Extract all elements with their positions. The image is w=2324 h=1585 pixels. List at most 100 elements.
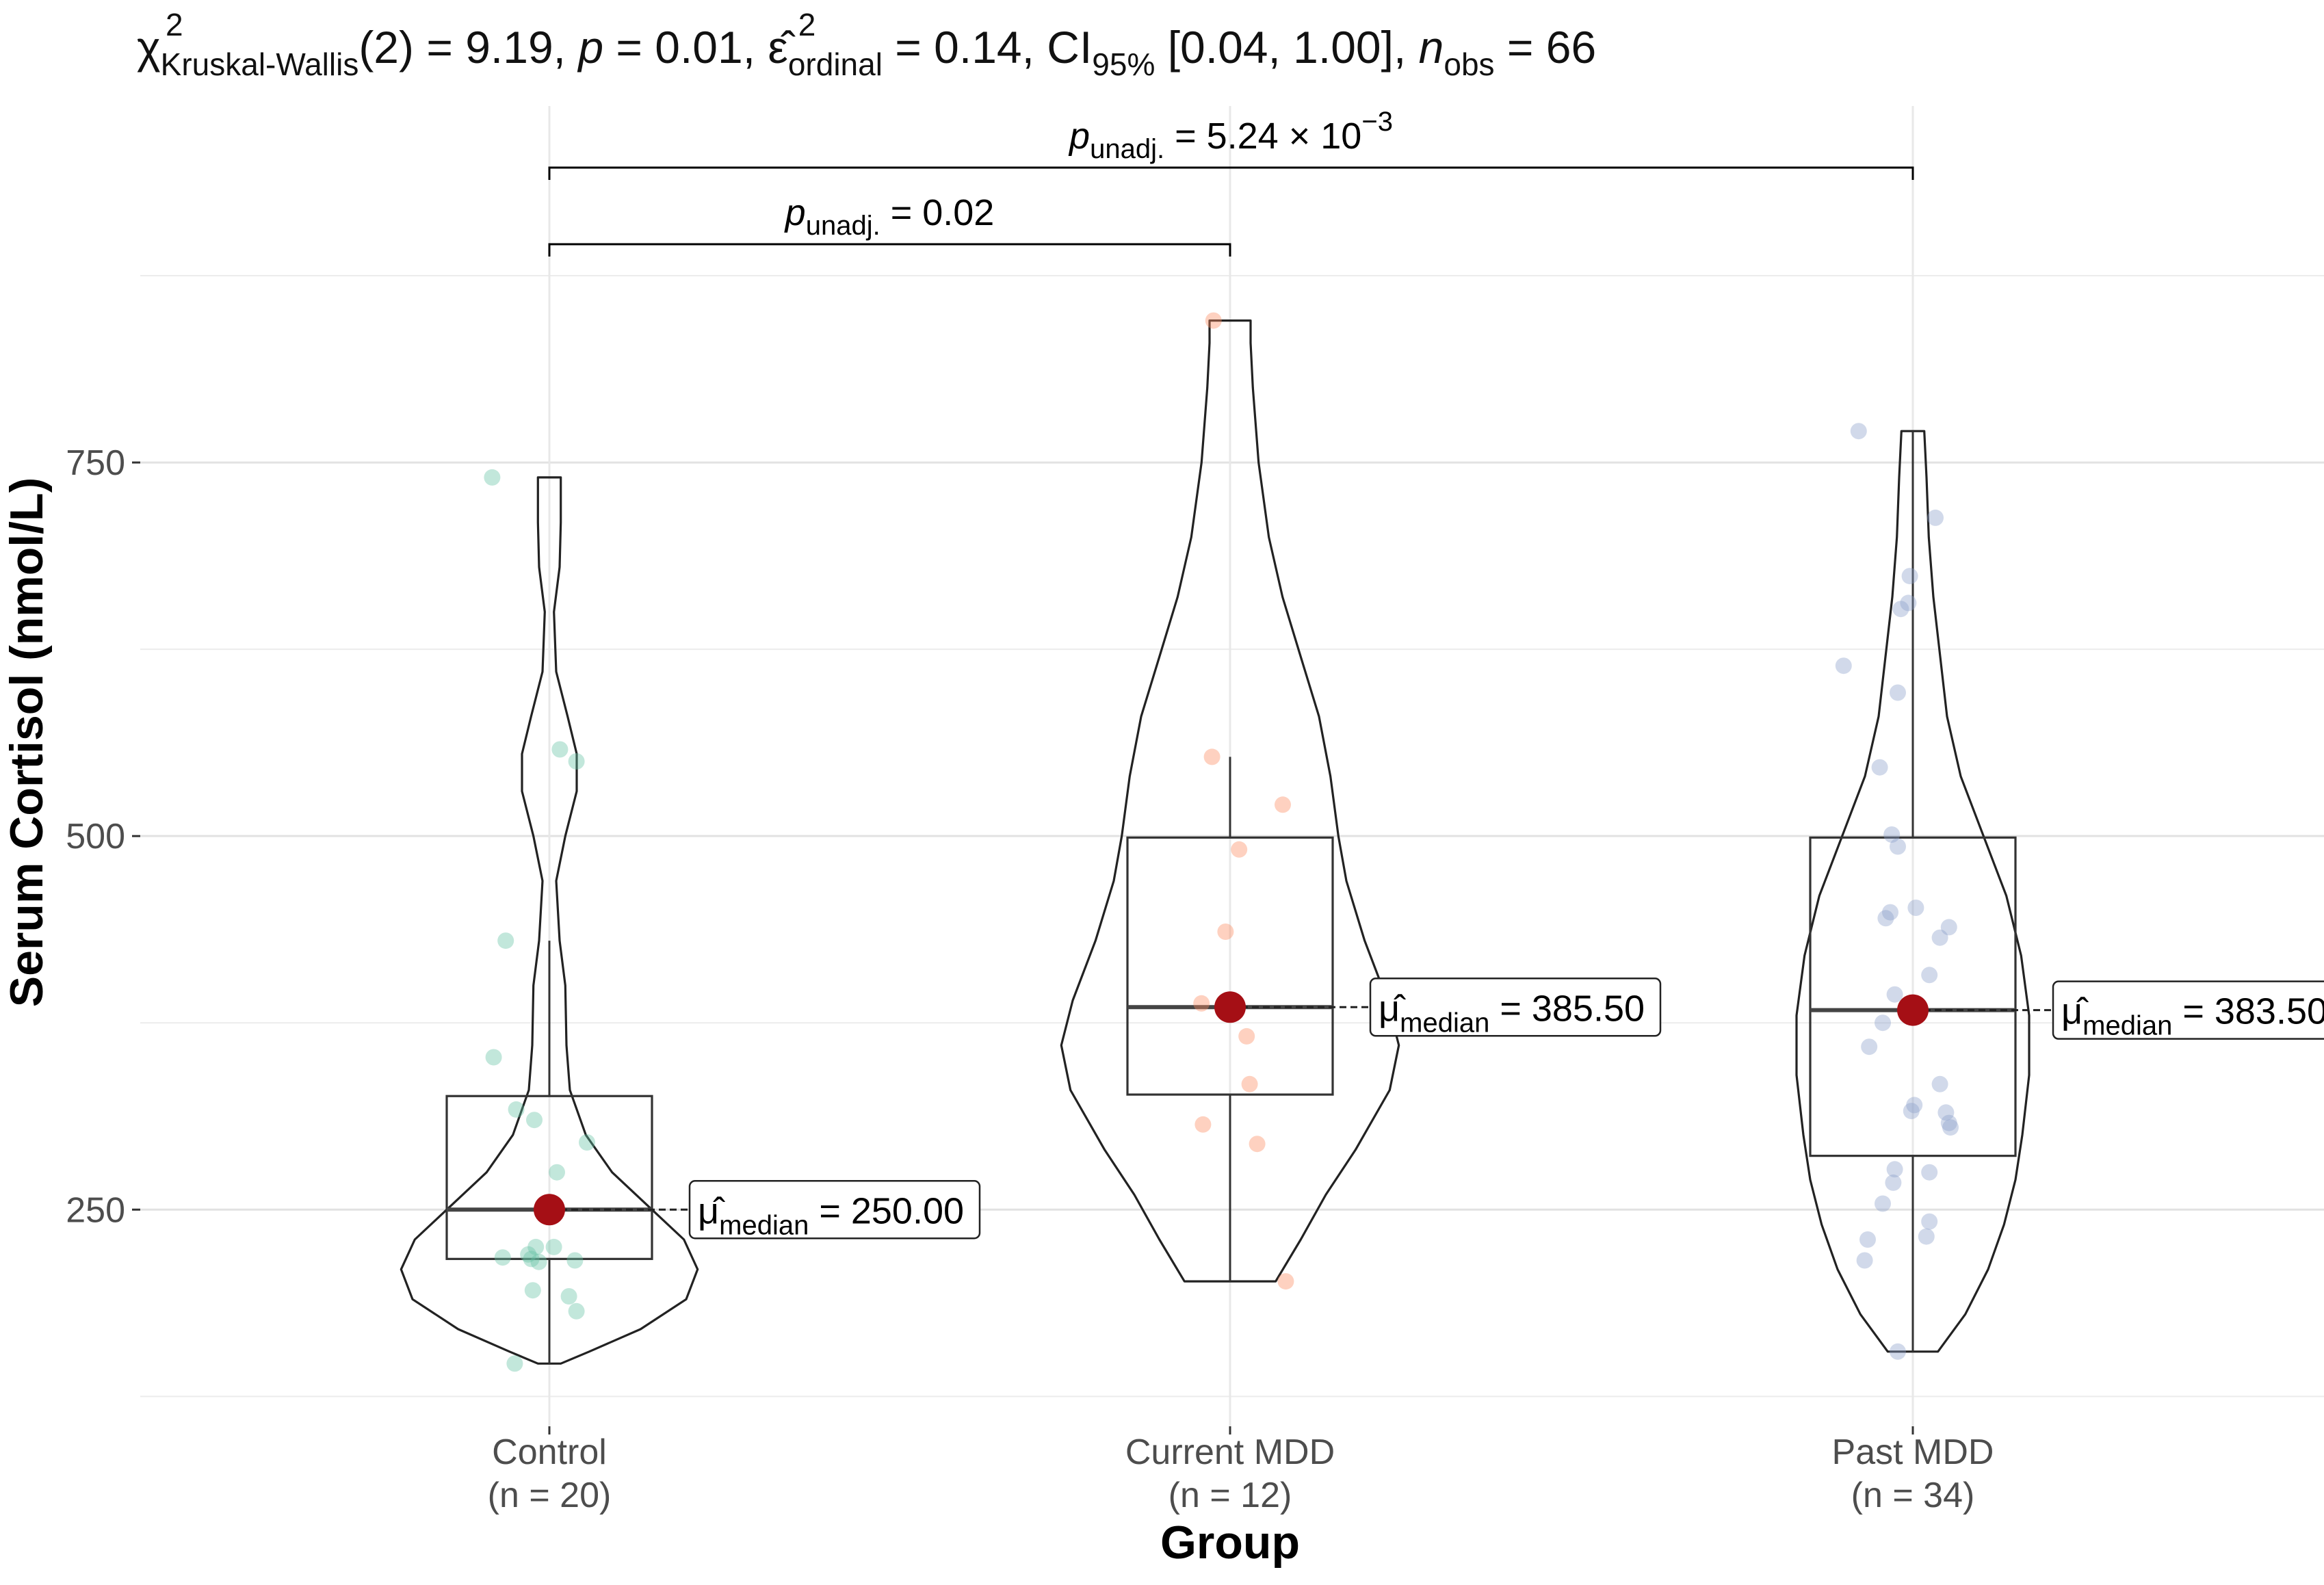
data-point [545, 1238, 562, 1255]
data-point [1931, 1075, 1948, 1092]
median-label-sub: median [719, 1210, 809, 1240]
box-iqr [1126, 836, 1334, 1096]
data-point [1918, 1228, 1935, 1245]
median-label-sub: median [1400, 1008, 1489, 1038]
data-point [1901, 568, 1918, 585]
data-point [1883, 826, 1901, 843]
median-label-sub: median [2083, 1011, 2172, 1041]
data-point [1193, 995, 1210, 1012]
median-label: μ̂median = 250.00 [698, 1190, 964, 1240]
median-point [534, 1194, 565, 1226]
data-point [1931, 929, 1948, 946]
data-point [1886, 986, 1903, 1003]
comparison-bracket [548, 166, 1914, 180]
median-label-box [2052, 980, 2324, 1040]
x-tick-sublabel: (n = 12) [1168, 1476, 1292, 1515]
data-point [1875, 1014, 1891, 1032]
data-point [526, 1112, 543, 1129]
data-point [1835, 657, 1852, 674]
title-p-value: = 0.01, [603, 22, 768, 73]
title-n-sub: obs [1444, 47, 1494, 82]
data-point [549, 1164, 565, 1181]
title-n: n [1419, 22, 1444, 73]
data-point [1275, 796, 1291, 813]
data-point [1937, 1104, 1955, 1121]
box-iqr [445, 1095, 653, 1260]
median-markers: μ̂median = 250.00 μ̂median = 385.50 μ̂medi… [534, 978, 2324, 1240]
data-point [1927, 509, 1944, 526]
data-point [520, 1246, 537, 1263]
x-tick-label: Control [492, 1432, 607, 1472]
y-tick-label: 250 [66, 1190, 125, 1230]
x-axis-label: Group [1160, 1517, 1300, 1569]
data-point [530, 1253, 547, 1270]
title-n-value: = 66 [1495, 22, 1597, 73]
comparison-value: = 0.02 [880, 192, 995, 233]
data-point [506, 1355, 523, 1372]
title-epsilon-sub: ordinal [788, 47, 883, 82]
median-label-value: = 385.50 [1489, 988, 1645, 1029]
data-point [1890, 1343, 1906, 1360]
data-point [1886, 1161, 1903, 1178]
data-point [1907, 900, 1924, 916]
median-point [1897, 994, 1929, 1026]
data-point [1877, 910, 1894, 927]
data-point [1940, 919, 1957, 936]
data-point [524, 1282, 541, 1299]
median-label-value: = 250.00 [809, 1190, 964, 1231]
data-point [1885, 1174, 1902, 1191]
x-tick-sublabel: (n = 34) [1851, 1476, 1975, 1515]
data-point [523, 1250, 540, 1268]
title-ci-sub: 95% [1092, 47, 1155, 82]
data-points [484, 312, 1959, 1372]
median-label-value: = 383.50 [2172, 991, 2324, 1032]
data-point [1249, 1136, 1266, 1153]
y-tick-label: 500 [66, 817, 125, 856]
median-label-box [688, 1180, 981, 1240]
data-point [1231, 841, 1248, 858]
data-point [1871, 759, 1888, 776]
data-point [1942, 1119, 1959, 1136]
comparison-p: p [1068, 116, 1090, 157]
title-chi: χ [137, 22, 161, 73]
data-point [1890, 838, 1906, 855]
data-point [1882, 904, 1898, 921]
chart-title: χKruskal-Wallis(2) = 9.19, p = 0.01, ε̂o… [137, 22, 1596, 82]
data-point [566, 1252, 584, 1269]
violin-control [400, 476, 699, 1365]
data-point [1921, 1213, 1938, 1230]
data-point [497, 932, 514, 949]
comparison-label: punadj. = 5.24 × 10−3 [1068, 107, 1393, 164]
comparison-sub: unadj. [1090, 134, 1164, 164]
data-point [1241, 1075, 1258, 1092]
data-point [568, 753, 585, 770]
data-point [1859, 1231, 1876, 1248]
median-label: μ̂median = 385.50 [1379, 988, 1645, 1038]
data-point [508, 1101, 525, 1118]
data-point [527, 1238, 545, 1255]
data-point [494, 1249, 511, 1266]
data-point [1921, 967, 1938, 984]
data-point [485, 1049, 502, 1066]
comparison-exponent: −3 [1361, 107, 1393, 137]
comparison-label: punadj. = 0.02 [784, 192, 995, 241]
axes: Control (n = 20) Current MDD (n = 12) Past M… [66, 443, 1994, 1515]
title-chi-sub: Kruskal-Wallis [161, 47, 359, 82]
data-point [1856, 1252, 1873, 1269]
title-stat: (2) = 9.19, [358, 22, 578, 73]
data-point [1277, 1273, 1294, 1290]
comparison-value: = 5.24 × 10 [1164, 116, 1361, 157]
data-point [560, 1288, 577, 1305]
comparison-sub: unadj. [806, 211, 880, 241]
title-epsilon-value: = 0.14, CI [883, 22, 1092, 73]
comparison-p: p [784, 192, 806, 233]
data-point [579, 1134, 595, 1151]
x-tick-label: Past MDD [1832, 1432, 1994, 1472]
x-tick-label: Current MDD [1125, 1432, 1335, 1472]
data-point [1892, 601, 1909, 618]
data-point [1861, 1038, 1878, 1056]
median-label: μ̂median = 383.50 [2061, 991, 2324, 1041]
